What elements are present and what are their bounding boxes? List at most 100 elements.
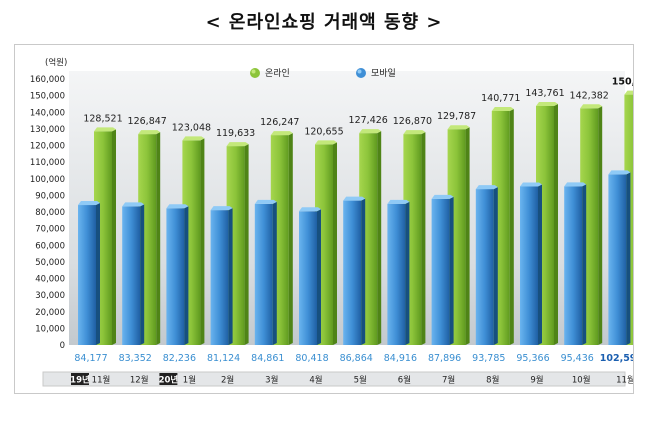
mobile-value-label: 86,864 (340, 353, 373, 364)
online-bar-top (447, 125, 470, 130)
online-value-label: 150,631 (612, 77, 633, 88)
mobile-bar-top (122, 202, 145, 207)
online-bar-side (333, 142, 337, 345)
online-value-label: 140,771 (481, 93, 520, 104)
mobile-bar (78, 201, 100, 345)
y-tick-label: 80,000 (35, 208, 65, 218)
mobile-bar-top (299, 207, 321, 212)
mobile-bar-top (520, 182, 542, 187)
mobile-bar-front (166, 208, 185, 345)
mobile-bar (210, 206, 233, 345)
y-tick-label: 0 (60, 341, 65, 351)
online-bar-top (270, 131, 293, 136)
y-tick-label: 120,000 (30, 142, 65, 152)
legend-swatch-highlight (357, 69, 362, 74)
mobile-bar-side (96, 203, 100, 345)
mobile-bar-top (210, 206, 233, 211)
mobile-bar (608, 170, 631, 345)
online-value-label: 128,521 (83, 113, 122, 124)
online-value-label: 127,426 (349, 115, 388, 126)
online-value-label: 123,048 (172, 122, 211, 133)
online-bar-top (359, 129, 382, 134)
mobile-bar (431, 194, 454, 345)
mobile-bar (564, 182, 587, 345)
mobile-bar (254, 199, 277, 345)
legend-item: 온라인 (250, 68, 290, 79)
x-tick-label: 11월 (92, 375, 111, 386)
y-tick-label: 90,000 (35, 191, 65, 201)
mobile-bar-front (210, 210, 229, 345)
online-bar-side (421, 132, 426, 345)
mobile-bar-side (184, 206, 189, 345)
online-bar-side (465, 127, 470, 345)
x-tick-label: 1월 (183, 375, 196, 386)
data-labels: 128,521 84,177 126,847 83,352 123,048 82,236 1… (74, 77, 633, 364)
y-tick-label: 100,000 (30, 175, 65, 185)
legend-label: 모바일 (371, 68, 396, 79)
online-value-label: 126,870 (393, 116, 432, 127)
online-bar-side (112, 129, 116, 345)
online-bar-top (491, 106, 514, 111)
mobile-bar (166, 204, 189, 345)
bar-chart: (억원) 0 10,000 20,000 30,000 40,000 50,000 60,00… (30, 57, 633, 387)
mobile-bar-side (449, 196, 454, 345)
mobile-bar-side (317, 209, 321, 345)
online-bar-side (288, 133, 293, 345)
y-tick-label: 160,000 (30, 75, 65, 85)
mobile-value-label: 84,177 (74, 353, 107, 364)
mobile-bar-side (582, 184, 587, 345)
mobile-bar-front (475, 189, 494, 345)
legend-label: 온라인 (265, 68, 290, 79)
year-marker (159, 373, 178, 385)
online-bar-side (554, 103, 558, 345)
online-value-label: 126,247 (260, 117, 299, 128)
mobile-bar-top (343, 196, 366, 201)
y-tick-label: 150,000 (30, 92, 65, 102)
mobile-bar-front (431, 198, 450, 345)
y-tick-label: 140,000 (30, 108, 65, 118)
mobile-bar (475, 185, 498, 345)
online-value-label: 142,382 (570, 90, 609, 101)
legend-swatch (356, 68, 366, 78)
mobile-bar-top (564, 182, 587, 187)
mobile-bar (387, 199, 410, 345)
mobile-bar-side (140, 204, 145, 345)
online-bar-side (509, 108, 514, 345)
mobile-bar-front (387, 203, 406, 345)
mobile-bar-front (122, 206, 141, 345)
mobile-bar-top (78, 201, 100, 206)
year-marker-label: 20년 (159, 375, 179, 386)
mobile-value-label: 84,916 (384, 353, 417, 364)
y-tick-label: 50,000 (35, 258, 65, 268)
mobile-bar (520, 182, 542, 345)
y-tick-label: 40,000 (35, 275, 65, 285)
online-bar-top (536, 101, 558, 106)
mobile-bar-top (608, 170, 631, 175)
online-bar-top (580, 104, 603, 109)
mobile-value-label: 95,436 (561, 353, 594, 364)
y-tick-label: 30,000 (35, 291, 65, 301)
x-tick-label: 2월 (221, 375, 234, 386)
online-bar-top (403, 130, 426, 135)
mobile-value-label: 83,352 (119, 353, 152, 364)
x-tick-label: 11월 (616, 375, 633, 386)
mobile-value-label: 80,418 (295, 353, 328, 364)
online-bar-top (624, 90, 633, 95)
online-value-label: 126,847 (128, 116, 167, 127)
y-tick-label: 130,000 (30, 125, 65, 135)
y-axis: (억원) 0 10,000 20,000 30,000 40,000 50,000 60,00… (30, 57, 67, 351)
x-tick-label: 4월 (309, 375, 322, 386)
x-tick-label: 5월 (354, 375, 367, 386)
mobile-value-label: 84,861 (251, 353, 284, 364)
x-tick-label: 6월 (398, 375, 411, 386)
mobile-bar (343, 196, 366, 345)
legend-item: 모바일 (356, 68, 396, 79)
mobile-bar-front (299, 211, 317, 345)
mobile-bar-side (626, 172, 631, 345)
legend: 온라인 모바일 (250, 68, 396, 79)
mobile-bar-side (272, 201, 277, 345)
mobile-bar-side (228, 208, 233, 345)
x-tick-label: 8월 (486, 375, 499, 386)
online-bar-side (244, 144, 249, 345)
x-tick-label: 10월 (572, 375, 591, 386)
